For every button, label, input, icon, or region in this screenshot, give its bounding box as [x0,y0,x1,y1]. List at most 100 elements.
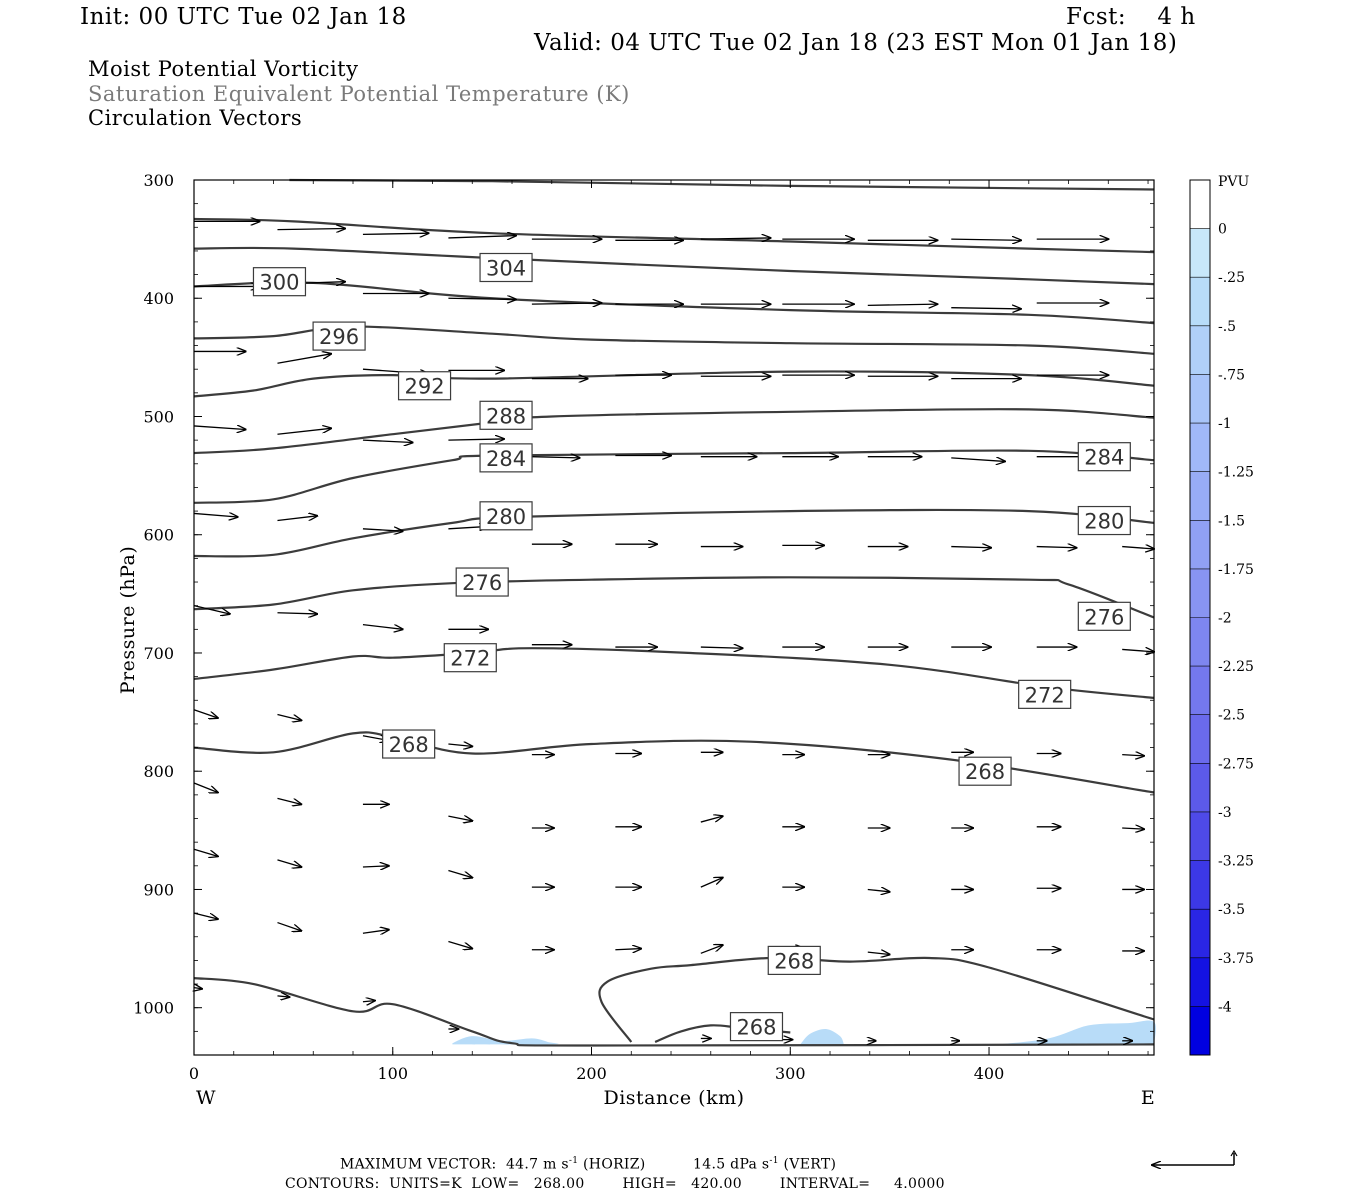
circulation-vector [700,816,723,823]
pv-shaded-region [800,1028,844,1045]
contour-line-300 [193,281,1155,325]
colorbar-swatch [1190,714,1210,764]
contour-label-box [479,501,533,531]
circulation-vector [362,930,389,934]
y-tick-label: 800 [143,762,174,781]
colorbar-label: -3.25 [1218,854,1254,870]
colorbar-label: -1.25 [1218,465,1254,481]
east-label: E [1141,1087,1155,1109]
contour-label-text: 288 [486,404,526,428]
x-tick-label: 300 [775,1064,806,1083]
colorbar-swatch [1190,520,1210,569]
contour-label-text: 292 [405,375,445,399]
contour-label-box [382,729,436,759]
contour-label-text: 272 [450,647,490,671]
contour-label-text: 276 [462,571,502,595]
circulation-vector [531,303,602,304]
contour-line-272 [193,647,1155,699]
colorbar-swatch [1190,617,1210,667]
circulation-vector [700,647,743,648]
contour-label-text: 280 [486,505,526,529]
circulation-vector [277,428,331,435]
colorbar-label: -1.75 [1218,562,1254,578]
contour-label: 300 [252,267,307,297]
contour-label: 268 [382,729,436,759]
x-axis-label: Distance (km) [603,1087,744,1109]
colorbar-label: -3 [1218,805,1232,821]
contour-label-box [455,567,509,597]
circulation-vector [1122,649,1154,651]
pv-shaded-region [999,1020,1156,1045]
contour-label-box [1077,505,1131,536]
contour-label-text: 268 [774,949,814,973]
circulation-vector [193,605,230,614]
contour-line-268 [598,956,1155,1043]
field-title-mpv: Moist Potential Vorticity [88,57,359,81]
contour-label-box [958,756,1012,786]
field-title-vectors: Circulation Vectors [88,106,303,130]
max-vector-note: MAXIMUM VECTOR: 44.7 m s-1 (HORIZ) 14.5 … [340,1156,837,1173]
colorbar-swatch [1190,860,1210,910]
circulation-vector [867,889,890,891]
circulation-vector [448,744,472,746]
contour-label-text: 280 [1084,510,1124,534]
x-tick-label: 0 [189,1064,199,1083]
colorbar-swatch [1190,568,1210,618]
colorbar-label: -2 [1218,611,1232,627]
circulation-vector [448,236,516,238]
y-axis-label: Pressure (hPa) [117,546,139,695]
colorbar-swatch [1190,666,1210,715]
circulation-vector [193,426,246,430]
contour-line-268 [193,731,1155,794]
contour-label-box [767,945,821,976]
circulation-vector [277,354,331,364]
colorbar-swatch [1190,325,1210,375]
contour-label-box [729,1012,784,1042]
colorbar-label: -.5 [1218,319,1236,335]
colorbar-swatch [1190,180,1210,229]
colorbar-swatch [1190,1006,1210,1055]
contour-label-text: 276 [1084,605,1124,629]
contour-label-box [1018,679,1072,709]
contour-line-308 [289,178,1155,191]
contour-label: 276 [455,567,509,597]
circulation-vector [277,859,301,867]
contour-label-text: 304 [486,257,526,281]
contour-label: 272 [443,643,497,673]
y-tick-label: 700 [143,644,174,663]
reference-vector-icon [1152,1149,1238,1165]
colorbar-swatch [1190,811,1210,861]
circulation-vectors [194,221,1154,1040]
colorbar-swatch [1190,277,1210,326]
circulation-vector [951,239,1021,240]
circulation-vector [867,952,890,954]
circulation-vector [448,298,516,299]
contour-label-text: 296 [319,325,359,349]
circulation-vector [1122,755,1144,756]
circulation-vector [700,238,771,239]
colorbar-swatch [1190,909,1210,958]
contour-labels: 304 300 296 292 288 284 284 280 280 276 276 272 272 2… [252,252,1131,1042]
colorbar-swatch [1190,374,1210,424]
colorbar-unit: PVU [1218,174,1250,190]
contour-label: 284 [479,443,533,473]
circulation-vector [448,869,472,878]
contour-label-box [1077,442,1131,472]
contour-line-280 [193,508,1155,558]
circulation-vector [362,623,403,630]
circulation-vector [277,613,317,614]
contour-label: 288 [479,400,533,430]
colorbar-label: -2.75 [1218,756,1254,772]
theta-es-contours [193,178,1155,1047]
y-tick-label: 500 [143,407,174,426]
circulation-vector [448,439,504,440]
x-tick-label: 400 [974,1064,1005,1083]
colorbar-swatch [1190,763,1210,812]
circulation-vector [193,782,218,792]
contour-label: 304 [479,252,533,283]
contour-line-284 [193,449,1155,504]
contour-line-292 [193,370,1155,398]
colorbar-swatch [1190,471,1210,521]
circulation-vector [448,816,472,821]
